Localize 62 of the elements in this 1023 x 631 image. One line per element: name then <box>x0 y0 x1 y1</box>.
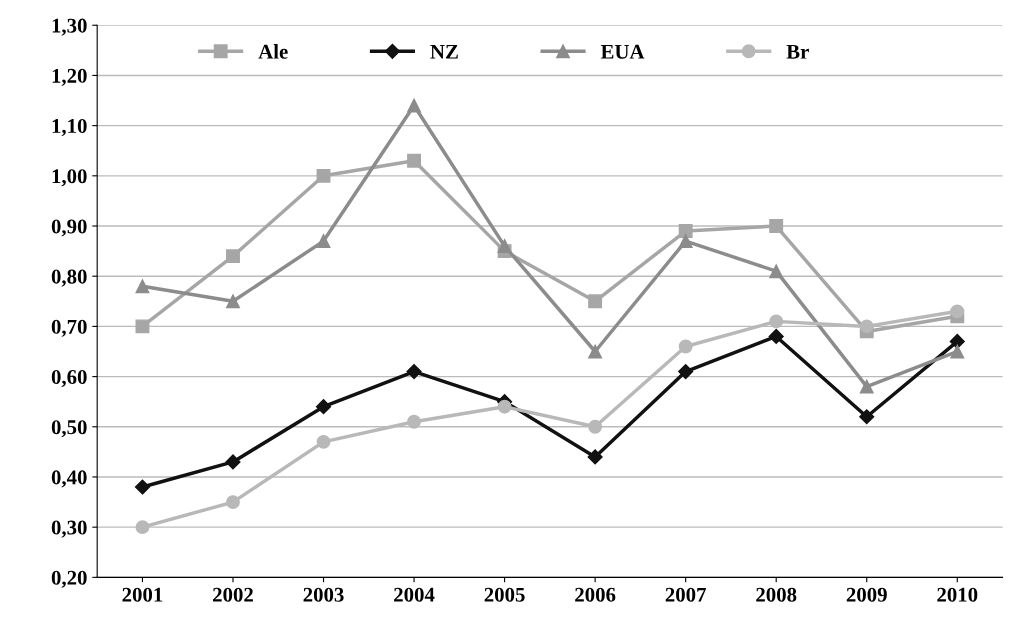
point <box>135 319 150 334</box>
point <box>316 168 331 183</box>
x-tick-label: 2006 <box>575 587 616 602</box>
point <box>769 219 784 233</box>
x-tick-label: 2008 <box>756 587 797 602</box>
point <box>407 153 422 168</box>
point <box>226 249 240 264</box>
point <box>315 399 332 415</box>
point <box>225 454 241 470</box>
point <box>588 294 603 309</box>
y-tick-label: 0,90 <box>51 219 87 237</box>
y-tick-label: 1,30 <box>52 18 87 36</box>
y-tick-label: 0,50 <box>51 420 87 438</box>
point <box>950 304 965 319</box>
point <box>497 239 512 254</box>
x-tick-label: 2004 <box>394 587 435 602</box>
x-tick-label: 2002 <box>213 587 253 602</box>
y-tick-label: 0,40 <box>51 470 87 488</box>
y-tick-label: 0,30 <box>51 520 87 538</box>
point <box>678 339 693 354</box>
point <box>768 328 784 345</box>
y-tick-label: 0,80 <box>51 269 87 287</box>
point <box>587 449 603 465</box>
y-tick-label: 1,00 <box>52 169 87 187</box>
point <box>226 495 240 510</box>
x-tick-label: 2010 <box>937 587 978 602</box>
point <box>859 379 874 394</box>
point <box>406 364 422 380</box>
point <box>769 264 784 279</box>
x-tick-label: 2003 <box>303 587 344 602</box>
x-tick-label: 2009 <box>846 587 887 602</box>
point <box>678 234 693 249</box>
y-tick-label: 0,60 <box>51 369 87 388</box>
point <box>950 344 965 359</box>
point <box>949 333 965 350</box>
point <box>134 479 151 495</box>
point <box>226 294 240 309</box>
legend-label: EUA <box>600 44 645 59</box>
x-tick-label: 2001 <box>122 587 163 602</box>
point <box>588 344 603 359</box>
point <box>859 319 874 334</box>
point <box>497 399 512 414</box>
point <box>407 414 422 429</box>
point <box>407 98 422 113</box>
point <box>135 520 150 535</box>
point <box>678 364 694 380</box>
point <box>859 409 875 425</box>
x-tick-label: 2007 <box>665 587 706 602</box>
point <box>316 434 331 449</box>
point <box>678 224 693 238</box>
point <box>769 314 784 329</box>
y-tick-label: 1,10 <box>52 119 87 137</box>
point <box>316 234 331 249</box>
y-tick-label: 0,70 <box>51 319 87 337</box>
point <box>588 419 603 434</box>
x-tick-label: 2005 <box>484 587 525 602</box>
legend-label: NZ <box>430 44 458 59</box>
y-tick-label: 1,20 <box>52 68 87 86</box>
y-tick-label: 0,20 <box>51 570 87 588</box>
legend-label: Br <box>786 44 809 59</box>
point <box>135 279 150 294</box>
legend-label: Ale <box>258 44 288 59</box>
